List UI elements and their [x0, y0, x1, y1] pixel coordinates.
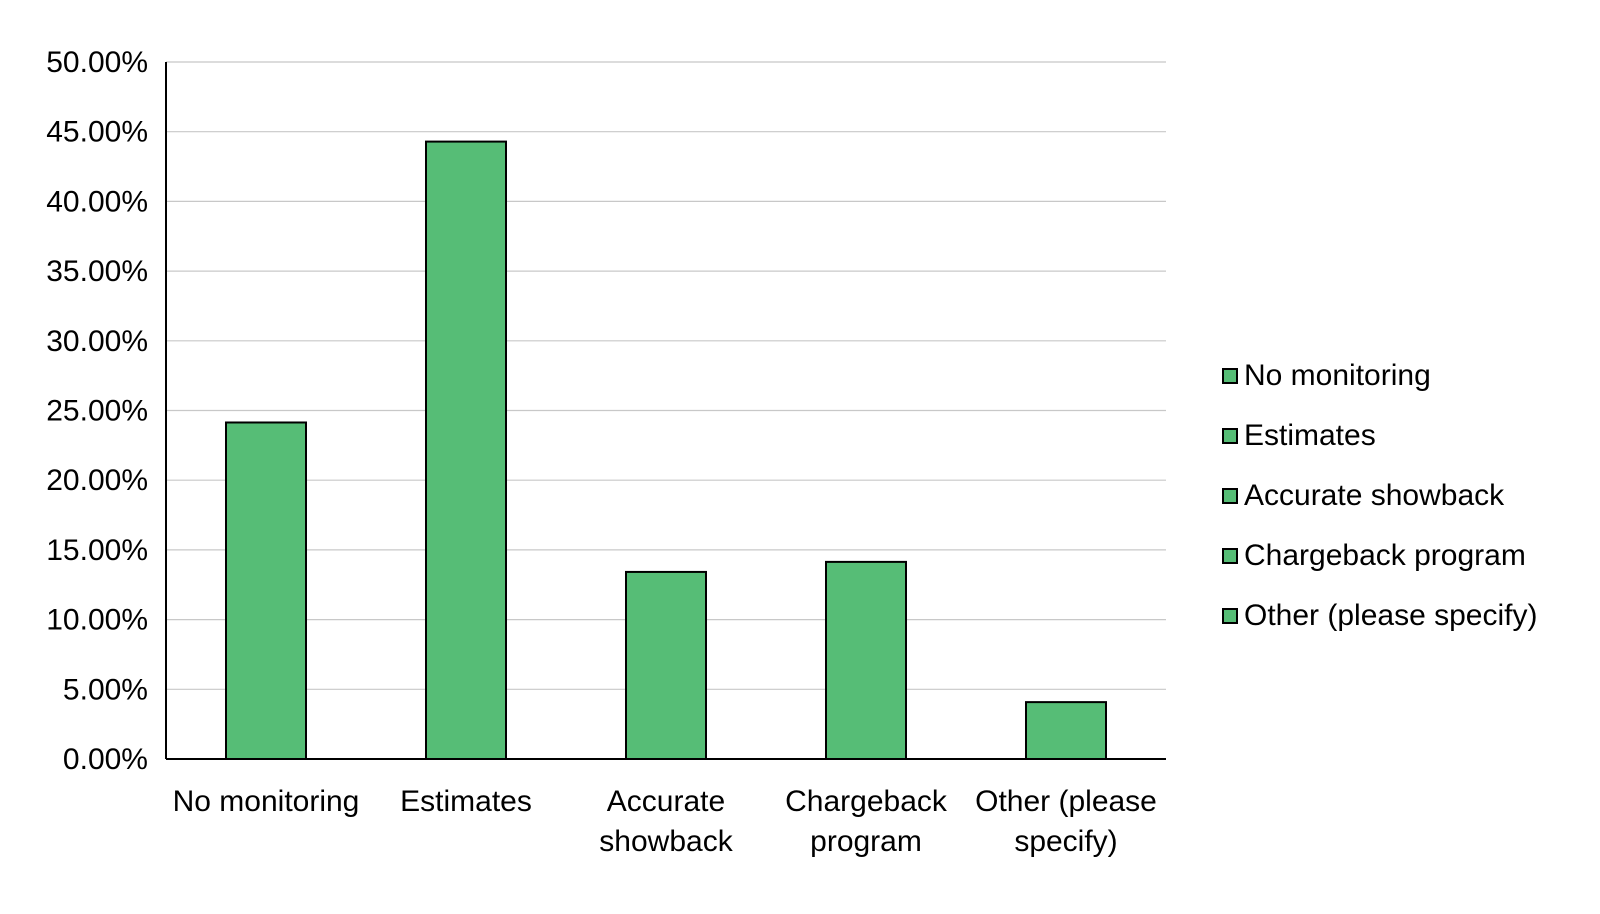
- bar: [225, 421, 307, 760]
- y-tick-label: 20.00%: [46, 464, 148, 497]
- bars: [225, 140, 1107, 761]
- legend-label: Other (please specify): [1244, 599, 1538, 632]
- y-tick-label: 15.00%: [46, 534, 148, 567]
- y-tick-label: 35.00%: [46, 255, 148, 288]
- y-tick-label: 0.00%: [63, 743, 148, 776]
- legend-swatch: [1222, 428, 1238, 444]
- bar: [625, 570, 707, 760]
- legend-label: Chargeback program: [1244, 539, 1526, 572]
- bar: [1025, 701, 1107, 761]
- y-tick-label: 25.00%: [46, 395, 148, 428]
- x-tick-label: Other (please specify): [975, 785, 1157, 858]
- legend: No monitoring Estimates Accurate showbac…: [1222, 346, 1537, 646]
- axes: [165, 62, 1166, 760]
- x-tick-label: No monitoring: [173, 785, 360, 818]
- bar: [425, 140, 507, 760]
- legend-label: Accurate showback: [1244, 479, 1505, 512]
- legend-swatch: [1222, 548, 1238, 564]
- legend-swatch: [1222, 608, 1238, 624]
- legend-item: Estimates: [1222, 406, 1537, 466]
- gridlines: [166, 61, 1166, 690]
- x-tick-labels: No monitoring Estimates Accurate showback Ch…: [173, 785, 1157, 858]
- legend-item: Accurate showback: [1222, 466, 1537, 526]
- legend-item: Chargeback program: [1222, 526, 1537, 586]
- legend-swatch: [1222, 368, 1238, 384]
- x-tick-label: Estimates: [400, 785, 532, 818]
- y-tick-label: 50.00%: [46, 46, 148, 79]
- y-tick-label: 45.00%: [46, 116, 148, 149]
- y-tick-label: 30.00%: [46, 325, 148, 358]
- legend-swatch: [1222, 488, 1238, 504]
- legend-label: Estimates: [1244, 419, 1376, 452]
- bar: [825, 560, 907, 761]
- legend-item: No monitoring: [1222, 346, 1537, 406]
- x-tick-label: Accurate showback: [599, 785, 733, 858]
- y-tick-label: 5.00%: [63, 673, 148, 706]
- y-tick-labels: 0.00% 5.00% 10.00% 15.00% 20.00% 25.00% 30.00%…: [46, 46, 148, 776]
- legend-label: No monitoring: [1244, 359, 1431, 392]
- y-tick-label: 10.00%: [46, 604, 148, 637]
- y-tick-label: 40.00%: [46, 185, 148, 218]
- legend-item: Other (please specify): [1222, 586, 1537, 646]
- x-tick-label: Chargeback program: [785, 785, 948, 858]
